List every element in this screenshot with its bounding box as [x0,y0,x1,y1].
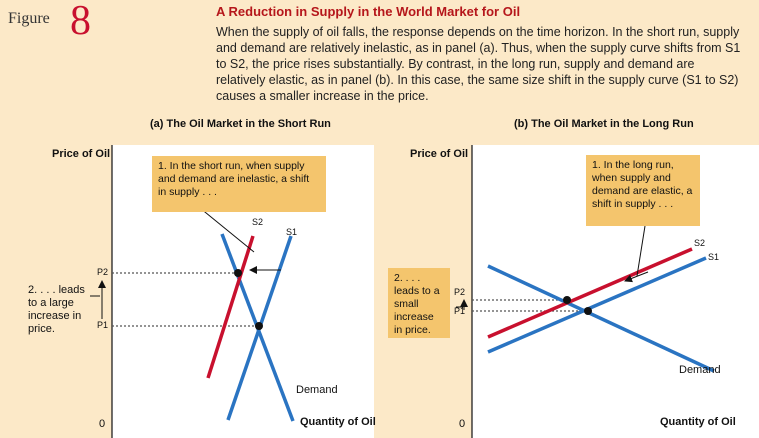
panel-a-x-axis-label: Quantity of Oil [300,416,376,428]
panel-a-side-note: 2. . . . leads to a large increase in pr… [28,284,85,335]
panel-b-demand-curve [487,264,715,373]
panel-b-callout-pointer [636,225,646,277]
panel-b-callout: 1. In the long run, when supply and dema… [586,155,700,226]
panel-b-y-axis-label: Price of Oil [410,148,469,160]
panel-b-s1-curve [487,256,707,354]
panel-b-shift-arrow [624,271,649,283]
panel-a-p2-label: P2 [97,267,109,277]
panel-b-s2-label: S2 [694,238,706,248]
panel-a-old-equilibrium [255,322,263,330]
panel-b-p2-label: P2 [454,287,466,297]
panel-b-old-equilibrium [584,307,592,315]
panel-a-origin: 0 [99,418,106,430]
panel-b-s2-curve [487,247,693,339]
panel-a-subtitle: (a) The Oil Market in the Short Run [150,118,331,130]
panel-a-callout-pointer [199,207,255,253]
panel-b-side-note: 2. . . . leads to a small increase in pr… [388,268,450,338]
panel-a-demand-label: Demand [296,384,338,396]
panel-a-new-equilibrium [234,269,242,277]
panel-a-s1-label: S1 [286,227,298,237]
panel-b-origin: 0 [459,418,466,430]
panel-b-demand-label: Demand [679,364,721,376]
panel-b-x-axis-label: Quantity of Oil [660,416,736,428]
figure-title: A Reduction in Supply in the World Marke… [216,4,521,19]
panel-a-p1-label: P1 [97,320,109,330]
panel-a-y-axis-label: Price of Oil [52,148,111,160]
figure-description: When the supply of oil falls, the respon… [216,25,741,103]
panel-b-p1-label: P1 [454,306,466,316]
figure-number: 8 [70,0,91,44]
panel-a-callout: 1. In the short run, when supply and dem… [152,156,326,212]
panel-a-s2-curve [206,235,255,379]
panel-b-s1-label: S1 [708,252,720,262]
panel-a-s2-label: S2 [252,217,264,227]
panel-b-new-equilibrium [563,296,571,304]
figure-label: Figure [8,10,50,27]
panel-b-subtitle: (b) The Oil Market in the Long Run [514,118,694,130]
